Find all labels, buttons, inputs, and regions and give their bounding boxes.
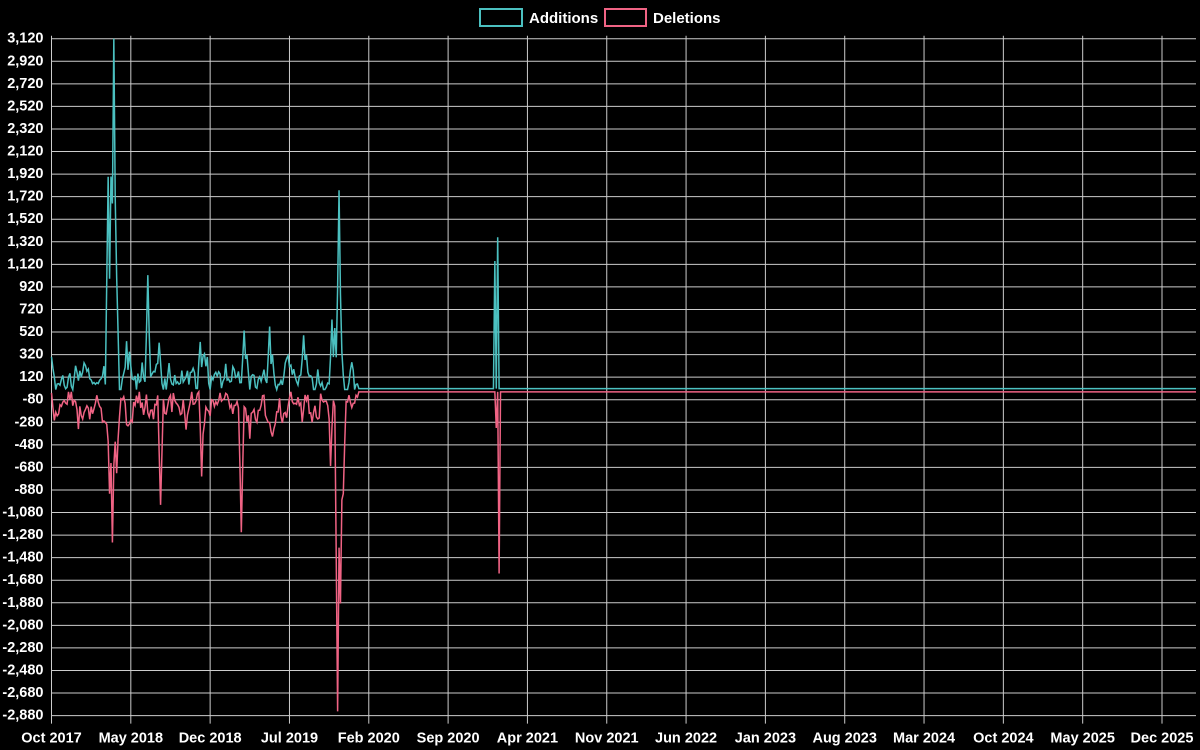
svg-text:Oct 2017: Oct 2017 [21, 731, 81, 747]
svg-text:Jun 2022: Jun 2022 [655, 731, 717, 747]
svg-text:Deletions: Deletions [653, 10, 721, 27]
svg-text:-2,680: -2,680 [2, 685, 43, 701]
svg-text:-2,080: -2,080 [2, 617, 43, 633]
svg-text:1,720: 1,720 [7, 189, 43, 205]
svg-text:1,520: 1,520 [7, 211, 43, 227]
svg-text:Dec 2025: Dec 2025 [1131, 731, 1194, 747]
svg-text:-480: -480 [14, 437, 43, 453]
svg-text:Feb 2020: Feb 2020 [338, 731, 400, 747]
svg-text:-880: -880 [14, 482, 43, 498]
svg-text:-1,280: -1,280 [2, 527, 43, 543]
svg-text:1,120: 1,120 [7, 256, 43, 272]
svg-text:-1,080: -1,080 [2, 505, 43, 521]
svg-text:-1,680: -1,680 [2, 572, 43, 588]
svg-text:-1,480: -1,480 [2, 550, 43, 566]
svg-text:-2,480: -2,480 [2, 662, 43, 678]
svg-text:920: 920 [19, 279, 43, 295]
svg-text:Dec 2018: Dec 2018 [179, 731, 242, 747]
svg-text:May 2018: May 2018 [99, 731, 164, 747]
svg-text:720: 720 [19, 301, 43, 317]
svg-text:-2,880: -2,880 [2, 708, 43, 724]
svg-text:Sep 2020: Sep 2020 [417, 731, 480, 747]
svg-text:2,920: 2,920 [7, 53, 43, 69]
svg-text:3,120: 3,120 [7, 31, 43, 47]
svg-text:May 2025: May 2025 [1050, 731, 1115, 747]
svg-text:320: 320 [19, 347, 43, 363]
svg-text:2,120: 2,120 [7, 144, 43, 160]
svg-text:Nov 2021: Nov 2021 [575, 731, 639, 747]
svg-text:Aug 2023: Aug 2023 [812, 731, 876, 747]
svg-text:2,320: 2,320 [7, 121, 43, 137]
svg-text:520: 520 [19, 324, 43, 340]
svg-text:Mar 2024: Mar 2024 [893, 731, 955, 747]
svg-text:1,920: 1,920 [7, 166, 43, 182]
svg-text:2,520: 2,520 [7, 98, 43, 114]
svg-text:-2,280: -2,280 [2, 640, 43, 656]
svg-text:2,720: 2,720 [7, 76, 43, 92]
svg-text:-680: -680 [14, 459, 43, 475]
svg-text:Additions: Additions [529, 10, 598, 27]
svg-text:Oct 2024: Oct 2024 [973, 731, 1033, 747]
svg-text:Apr 2021: Apr 2021 [497, 731, 558, 747]
svg-text:Jan 2023: Jan 2023 [735, 731, 796, 747]
svg-text:1,320: 1,320 [7, 234, 43, 250]
svg-text:120: 120 [19, 369, 43, 385]
svg-text:-280: -280 [14, 414, 43, 430]
svg-text:-1,880: -1,880 [2, 595, 43, 611]
svg-text:Jul 2019: Jul 2019 [261, 731, 318, 747]
svg-text:-80: -80 [23, 392, 44, 408]
